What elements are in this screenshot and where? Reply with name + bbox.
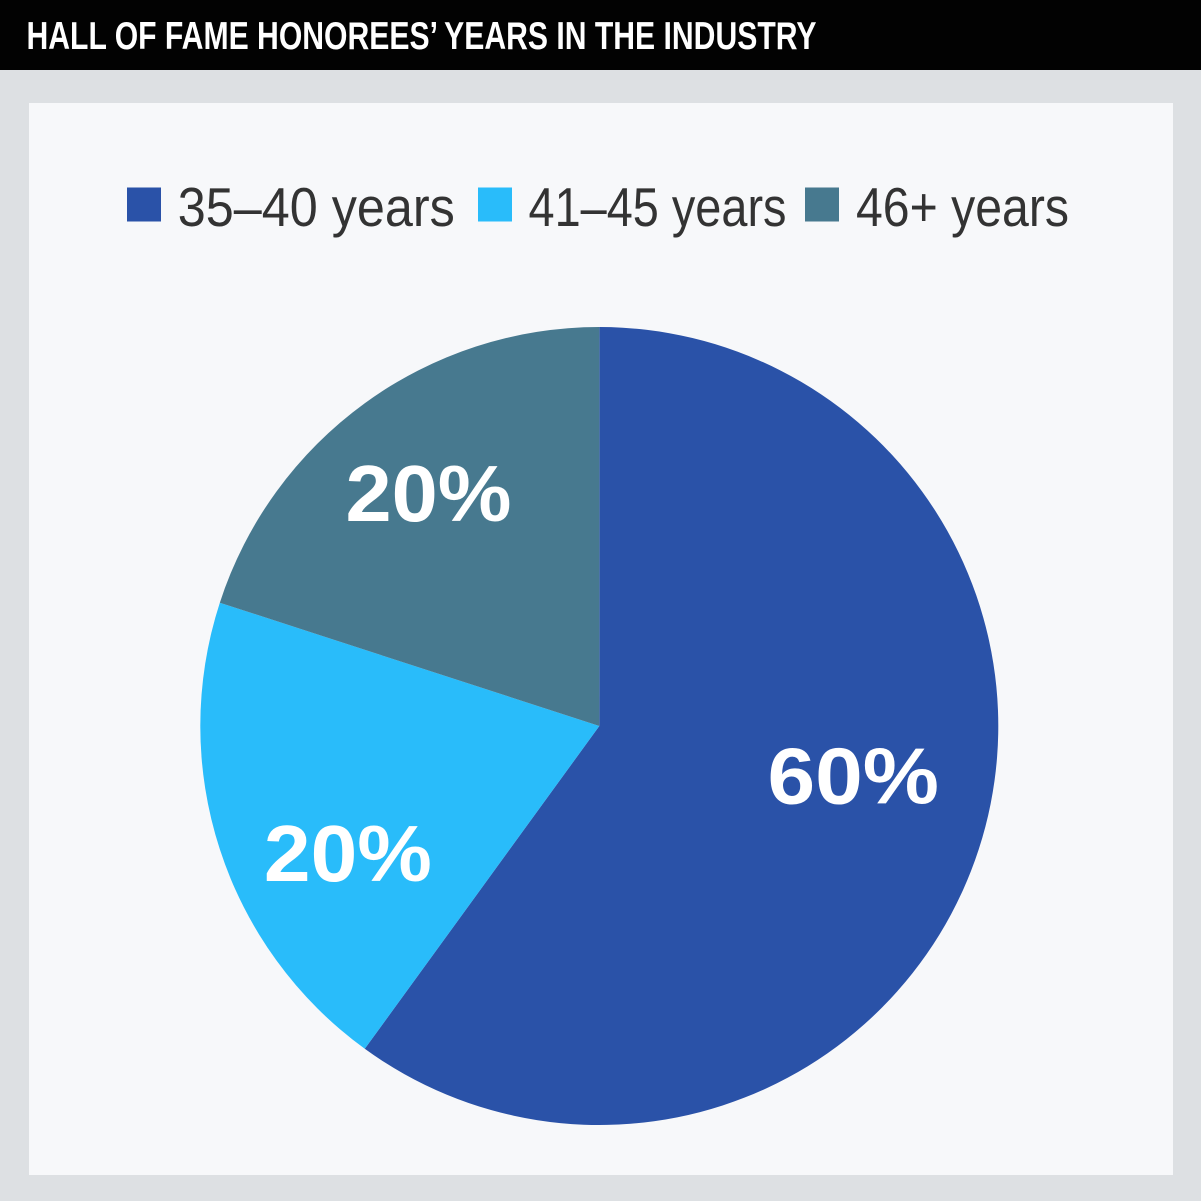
svg-text:41–45 years: 41–45 years [529, 176, 787, 238]
svg-text:HALL OF FAME HONOREES’ YEARS I: HALL OF FAME HONOREES’ YEARS IN THE INDU… [27, 15, 817, 58]
svg-text:20%: 20% [346, 449, 512, 538]
svg-text:35–40 years: 35–40 years [178, 176, 455, 238]
svg-text:46+ years: 46+ years [856, 176, 1069, 238]
svg-text:60%: 60% [768, 731, 940, 820]
svg-text:20%: 20% [264, 809, 432, 898]
